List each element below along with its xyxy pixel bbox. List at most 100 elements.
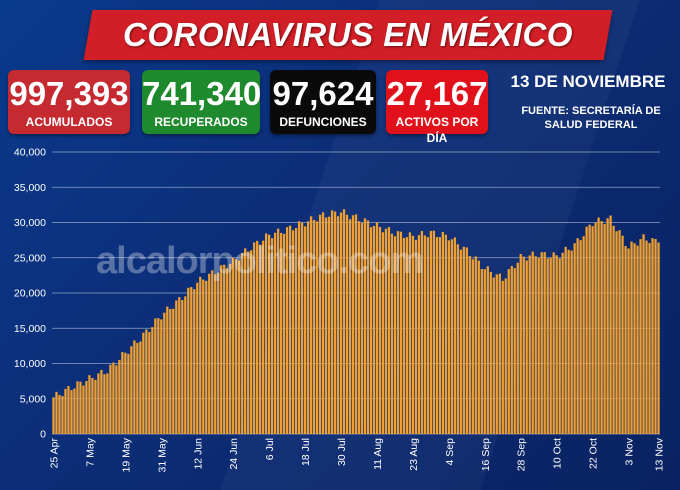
bar (465, 247, 468, 434)
bar (169, 309, 172, 434)
bar (276, 228, 280, 434)
x-tick-label: 11 Aug (372, 438, 384, 470)
bar (405, 237, 409, 434)
bar (238, 260, 241, 434)
bar (357, 221, 361, 434)
stat-activos: 27,167 ACTIVOS POR DÍA (386, 70, 488, 145)
x-tick-label: 30 Jul (336, 438, 348, 466)
bar (321, 212, 325, 434)
bar (543, 252, 546, 434)
bar (576, 238, 579, 434)
bar (471, 259, 474, 434)
bar (648, 243, 651, 434)
bar (375, 222, 379, 434)
bar (97, 373, 100, 434)
y-tick-label: 40,000 (14, 147, 46, 159)
x-tick-label: 25 Apr (49, 437, 61, 468)
bar (354, 214, 358, 434)
bar (447, 240, 450, 434)
bar (489, 271, 492, 434)
bar (438, 237, 441, 434)
bar (342, 209, 346, 434)
stat-label: DEFUNCIONES (279, 115, 367, 129)
bar (609, 215, 612, 434)
y-tick-label: 0 (40, 429, 46, 441)
bar (265, 233, 268, 434)
bar (160, 319, 163, 434)
stat-value: 741,340 (142, 75, 262, 112)
bar (58, 395, 61, 434)
x-tick-label: 6 Jul (264, 438, 276, 460)
bar (429, 230, 433, 434)
bar (247, 251, 250, 434)
bar (384, 228, 388, 434)
bar (399, 231, 403, 434)
bar (306, 221, 310, 434)
bar (55, 391, 58, 434)
bar (501, 280, 504, 434)
bar (441, 231, 444, 434)
bar (378, 226, 382, 434)
bar (537, 257, 540, 434)
bar (64, 388, 67, 434)
bar (52, 397, 55, 434)
bar (423, 235, 427, 434)
bar (651, 238, 654, 434)
bar (157, 318, 160, 434)
stat-label: ACTIVOS POR DÍA (395, 115, 479, 145)
bar (190, 287, 193, 434)
bar (606, 218, 609, 434)
bar (483, 269, 486, 434)
bar (130, 346, 133, 434)
bar (507, 269, 510, 434)
bar (294, 227, 298, 434)
bar (312, 219, 316, 434)
bar (444, 234, 447, 434)
bar (657, 242, 660, 434)
y-tick-label: 20,000 (14, 288, 46, 300)
bar (459, 249, 462, 434)
bar (546, 258, 549, 434)
bar (85, 381, 88, 434)
bar (387, 227, 391, 434)
bar (259, 244, 262, 434)
bar (627, 248, 630, 434)
bar (327, 216, 331, 434)
bar (154, 318, 157, 434)
stat-defunciones: 97,624 DEFUNCIONES (270, 70, 376, 134)
bar (636, 245, 639, 434)
bar (528, 255, 531, 434)
bar (271, 238, 274, 434)
stat-value: 997,393 (9, 75, 129, 112)
bar (618, 230, 621, 434)
bar (211, 270, 214, 434)
bar (187, 287, 190, 434)
bar (516, 262, 519, 434)
bar (564, 246, 567, 434)
bar (151, 327, 154, 434)
bar (333, 211, 337, 434)
bar (522, 256, 525, 434)
bar (250, 250, 253, 434)
bar (492, 277, 495, 434)
bar (163, 312, 166, 434)
bar (654, 238, 657, 434)
bar (570, 250, 573, 434)
bar (603, 223, 606, 434)
bar (244, 248, 247, 434)
bar (633, 243, 636, 434)
bar (300, 222, 304, 434)
bar (513, 268, 516, 434)
bar (561, 252, 564, 434)
bar (573, 243, 576, 434)
bar (402, 238, 406, 434)
bar (390, 233, 394, 434)
bar (91, 378, 94, 434)
x-tick-label: 16 Sep (480, 438, 492, 471)
bar (139, 341, 142, 434)
bar (315, 221, 319, 434)
y-tick-label: 5,000 (20, 393, 46, 405)
bar (462, 246, 465, 434)
bar (366, 220, 370, 434)
report-date: 13 DE NOVIEMBRE (510, 72, 666, 91)
